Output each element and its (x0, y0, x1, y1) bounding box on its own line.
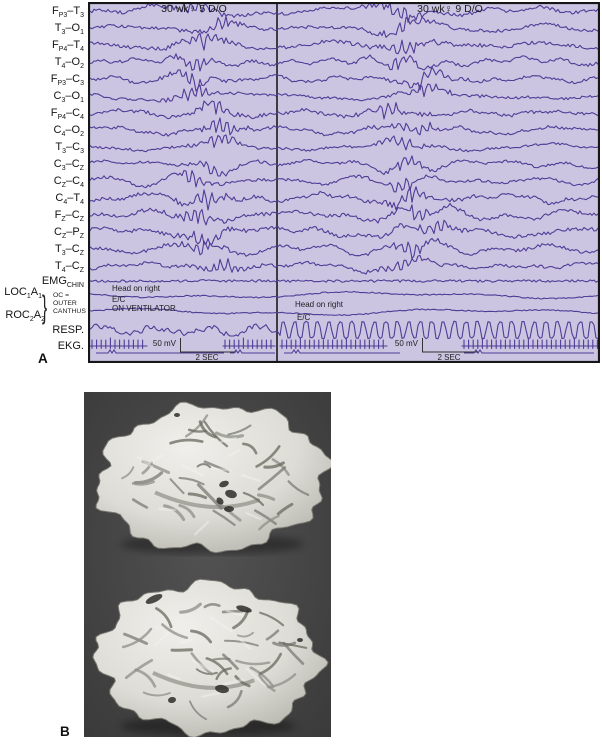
oc-note-line1: OC = (53, 292, 70, 299)
brain-photo-bottom (92, 578, 329, 737)
channel-label-cz-pz: CZ–PZ (54, 226, 84, 241)
trace-fp4-c4 (90, 100, 598, 120)
channel-label-c3-cz: C3–CZ (53, 158, 84, 173)
trace-c4-t4 (90, 186, 598, 211)
channel-label-c4-o2: C4–O2 (53, 124, 84, 139)
channel-label-resp: RESP. (52, 324, 84, 336)
brain-photo (84, 392, 331, 737)
trace-t4-o2 (90, 53, 598, 72)
channel-label-t3-cz: T3–CZ (55, 243, 84, 258)
trace-cz-pz (90, 219, 598, 245)
ekg-underline (96, 349, 594, 354)
annotation-left-head-on-right: Head on right (112, 284, 161, 293)
trace-c4-o2 (90, 117, 598, 137)
channel-label-ekg: EKG. (57, 340, 84, 352)
channel-label-fp4-t4: FP4–T4 (51, 39, 84, 54)
annotation-right-50mv: 50 mV (394, 339, 418, 348)
channel-label-c4-t4: C4–T4 (55, 192, 84, 207)
calibration-bars (180, 338, 478, 353)
channel-label-roc2-a2: ROC2A2 (5, 309, 45, 324)
annotation-left-eyes-closed: E/C (112, 295, 126, 304)
trace-fp3-c3 (90, 66, 598, 92)
eeg-traces-svg (88, 2, 600, 363)
channel-label-emg-chin: EMGCHIN (41, 275, 84, 290)
trace-emg-chin (90, 279, 598, 283)
trace-t3-o1 (90, 15, 598, 38)
trace-cz-c4 (90, 169, 598, 193)
eeg-right-title: 30 wk♀ 9 D/O (417, 3, 483, 15)
channel-label-c3-o1: C3–O1 (53, 90, 84, 105)
eeg-left-title: 30 wk♀ 5 D/O (161, 3, 227, 15)
brain-photo-svg (84, 392, 331, 737)
trace-resp (90, 320, 598, 340)
panel-a-label: A (38, 351, 48, 366)
trace-loc1-a1 (90, 290, 598, 300)
trace-t3-c3 (90, 134, 598, 153)
channel-label-t3-o1: T3–O1 (54, 22, 84, 37)
annotation-left-50mv: 50 mV (152, 339, 176, 348)
trace-c3-cz (90, 155, 598, 177)
trace-fp3-t3 (90, 4, 598, 23)
channel-label-fp3-c3: FP3–C3 (50, 73, 84, 88)
annotation-right-eyes-closed: E/C (297, 313, 311, 322)
oc-note-line2: OUTER (53, 300, 77, 307)
channel-labels: } OC = OUTER CANTHUS FP3–T3 T3–O1 FP4–T4 T4… (0, 0, 88, 370)
channel-label-cz-c4: CZ–C4 (53, 175, 84, 190)
trace-t4-cz (90, 254, 598, 275)
channel-label-t3-c3: T3–C3 (55, 141, 84, 156)
trace-c3-o1 (90, 83, 598, 103)
trace-roc2-a2 (90, 307, 598, 317)
eeg-panel: 30 wk♀ 5 D/O 30 wk♀ 9 D/O Head on right … (88, 2, 600, 363)
channel-label-t4-o2: T4–O2 (54, 56, 84, 71)
trace-fp4-t4 (90, 32, 598, 55)
oc-note-line3: CANTHUS (53, 308, 86, 315)
channel-label-t4-cz: T4–CZ (55, 260, 84, 275)
annotation-right-head-on-right: Head on right (295, 300, 344, 309)
annotation-right-2sec: 2 SEC (437, 353, 461, 362)
trace-ekg (90, 337, 598, 350)
channel-label-fz-cz: FZ–CZ (54, 209, 84, 224)
channel-label-fp3-t3: FP3–T3 (51, 5, 84, 20)
outer-canthus-note: OC = OUTER CANTHUS (53, 292, 86, 316)
trace-fz-cz (90, 202, 598, 226)
channel-label-loc1-a1: LOC1A1 (4, 286, 42, 301)
channel-label-fp4-c4: FP4–C4 (50, 107, 84, 122)
panel-b-label: B (60, 724, 70, 739)
brain-photo-top (95, 401, 331, 555)
trace-t3-cz (90, 237, 598, 260)
annotation-left-on-ventilator: ON VENTILATOR (112, 304, 176, 313)
annotation-left-2sec: 2 SEC (195, 353, 219, 362)
outer-canthus-brace: } (42, 288, 48, 325)
